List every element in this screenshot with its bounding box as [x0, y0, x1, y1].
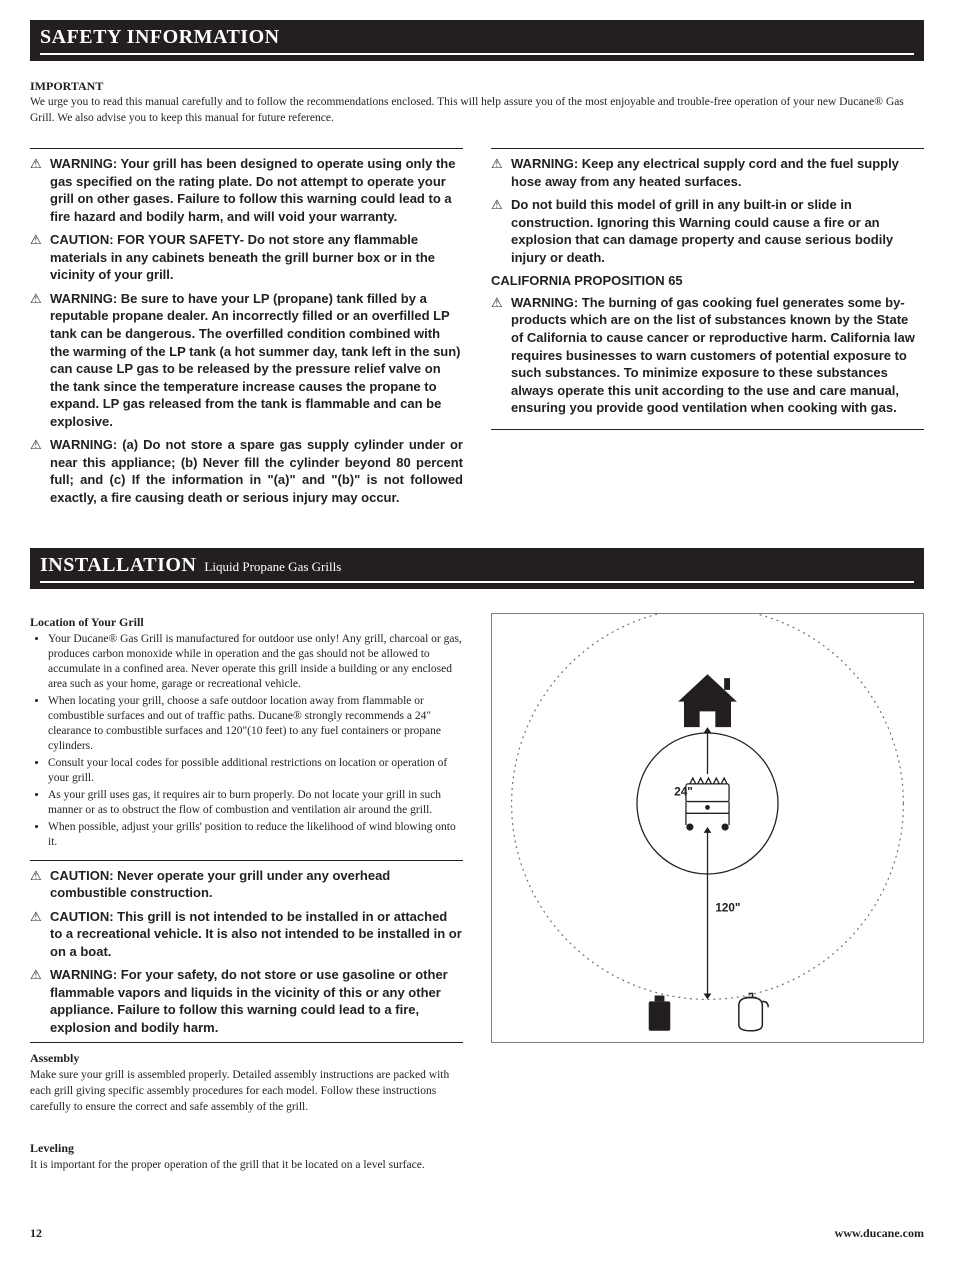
caution-item: CAUTION: This grill is not intended to b…: [30, 908, 463, 961]
caution-block: CAUTION: Never operate your grill under …: [30, 860, 463, 1044]
page-footer: 12 www.ducane.com: [30, 1226, 924, 1241]
safety-title: SAFETY INFORMATION: [40, 26, 280, 48]
intro-block: IMPORTANT We urge you to read this manua…: [30, 79, 924, 126]
arrow-120: [704, 827, 712, 999]
important-body: We urge you to read this manual carefull…: [30, 95, 924, 126]
caution-item: CAUTION: Never operate your grill under …: [30, 867, 463, 902]
installation-section: INSTALLATION Liquid Propane Gas Grills L…: [30, 548, 924, 1175]
installation-right-col: 24" 120": [491, 613, 924, 1175]
list-item: When possible, adjust your grills' posit…: [48, 820, 463, 850]
propane-tank-icon: [739, 994, 768, 1031]
safety-warning: WARNING: Keep any electrical supply cord…: [491, 155, 924, 190]
label-120: 120": [715, 902, 740, 915]
footer-url: www.ducane.com: [835, 1226, 924, 1241]
important-heading: IMPORTANT: [30, 79, 924, 94]
safety-columns: WARNING: Your grill has been designed to…: [30, 148, 924, 512]
safety-left-col: WARNING: Your grill has been designed to…: [30, 148, 463, 512]
safety-header: SAFETY INFORMATION: [30, 20, 924, 61]
location-bullets: Your Ducane® Gas Grill is manufactured f…: [30, 632, 463, 849]
diagram-svg: 24" 120": [492, 614, 923, 1042]
installation-columns: Location of Your Grill Your Ducane® Gas …: [30, 613, 924, 1175]
safety-warning: CAUTION: FOR YOUR SAFETY- Do not store a…: [30, 231, 463, 284]
header-rule: [40, 581, 914, 587]
assembly-heading: Assembly: [30, 1051, 463, 1066]
fuel-can-icon: [649, 996, 671, 1031]
safety-warning: Do not build this model of grill in any …: [491, 196, 924, 266]
caution-item: WARNING: For your safety, do not store o…: [30, 966, 463, 1036]
leveling-heading: Leveling: [30, 1141, 463, 1156]
installation-header: INSTALLATION Liquid Propane Gas Grills: [30, 548, 924, 589]
arrow-24: [704, 728, 712, 775]
list-item: Consult your local codes for possible ad…: [48, 756, 463, 786]
installation-left-col: Location of Your Grill Your Ducane® Gas …: [30, 613, 463, 1175]
installation-title: INSTALLATION: [40, 554, 196, 576]
clearance-diagram: 24" 120": [491, 613, 924, 1043]
location-heading: Location of Your Grill: [30, 615, 463, 630]
leveling-body: It is important for the proper operation…: [30, 1158, 463, 1174]
house-icon: [678, 675, 737, 728]
installation-subtitle: Liquid Propane Gas Grills: [204, 559, 341, 574]
safety-warning: WARNING: Your grill has been designed to…: [30, 155, 463, 225]
assembly-body: Make sure your grill is assembled proper…: [30, 1068, 463, 1115]
label-24: 24": [674, 786, 693, 799]
list-item: When locating your grill, choose a safe …: [48, 694, 463, 754]
prop65-heading: CALIFORNIA PROPOSITION 65: [491, 272, 924, 290]
header-rule: [40, 53, 914, 59]
safety-warning: WARNING: (a) Do not store a spare gas su…: [30, 436, 463, 506]
page-number: 12: [30, 1226, 42, 1241]
safety-right-col: WARNING: Keep any electrical supply cord…: [491, 148, 924, 430]
list-item: Your Ducane® Gas Grill is manufactured f…: [48, 632, 463, 692]
list-item: As your grill uses gas, it requires air …: [48, 788, 463, 818]
safety-warning: WARNING: Be sure to have your LP (propan…: [30, 290, 463, 430]
prop65-body: WARNING: The burning of gas cooking fuel…: [491, 294, 924, 417]
